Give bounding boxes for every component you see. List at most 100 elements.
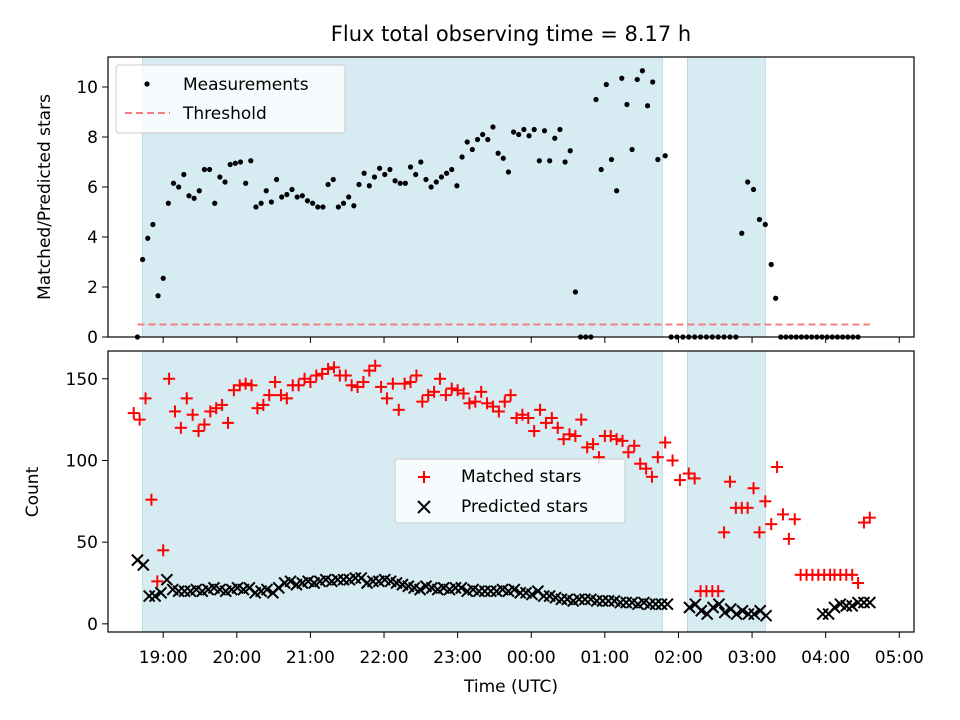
top-ylabel: Matched/Predicted stars [35, 94, 55, 300]
matched-star-point [759, 495, 772, 508]
measurement-point [762, 221, 768, 228]
predicted-star-stroke-b [561, 593, 574, 606]
matched-star-point [659, 436, 672, 449]
predicted-star-point [337, 573, 350, 586]
predicted-star-stroke-b [748, 607, 761, 621]
measurement-point [330, 176, 336, 183]
measurement-point [413, 171, 419, 178]
measurement-point [150, 221, 156, 228]
matched-star-point [587, 438, 600, 451]
measurement-point [495, 150, 501, 156]
y-tick-label: 50 [76, 533, 98, 553]
measurement-point [346, 194, 352, 200]
predicted-star-stroke-b [496, 583, 509, 596]
measurement-point [459, 154, 465, 160]
matched-star-point [439, 389, 452, 402]
measurement-point [423, 176, 429, 183]
y-tick-label: 10 [76, 78, 98, 98]
predicted-star-point [413, 583, 427, 596]
predicted-star-point [614, 596, 627, 609]
predicted-star-stroke-b [154, 586, 168, 599]
predicted-star-stroke-b [816, 607, 829, 621]
observing-window-span [686, 56, 766, 338]
measurement-point [510, 129, 517, 135]
measurement-point [181, 171, 187, 178]
matched-star-point [398, 377, 411, 390]
y-tick-label: 0 [87, 328, 98, 348]
predicted-star-stroke-b [337, 573, 350, 586]
measurement-point [397, 180, 403, 186]
measurement-point [258, 200, 264, 206]
predicted-star-stroke-b [213, 583, 227, 596]
matched-star-point [145, 493, 158, 506]
y-tick-label: 0 [87, 615, 98, 635]
predicted-star-stroke-b [513, 586, 527, 599]
predicted-star-stroke-b [742, 607, 755, 621]
predicted-star-stroke-b [390, 576, 403, 590]
predicted-star-point [137, 558, 150, 572]
top-y-ticks: 0 2 4 6 8 10 [76, 78, 108, 348]
predicted-star-stroke-b [543, 589, 556, 603]
x-tick-label: 20:00 [212, 648, 261, 668]
measurement-point [315, 204, 321, 210]
measurement-point [170, 180, 177, 186]
y-tick-label: 6 [87, 178, 98, 198]
predicted-star-point [596, 594, 609, 608]
predicted-star-stroke-b [655, 598, 668, 611]
top-legend: Measurements Threshold [115, 64, 346, 134]
predicted-star-stroke-b [857, 596, 871, 609]
matched-star-point [310, 369, 323, 382]
y-tick-label: 8 [87, 128, 98, 148]
predicted-star-point [555, 593, 568, 606]
measurement-point [227, 161, 233, 168]
matched-star-point [782, 532, 795, 545]
measurement-point [480, 131, 486, 138]
predicted-star-point [537, 589, 550, 603]
legend-predicted-label: Predicted stars [461, 497, 588, 517]
predicted-star-stroke-b [614, 596, 627, 609]
legend-threshold-label: Threshold [182, 104, 267, 124]
matched-star-point [475, 385, 488, 398]
predicted-star-point [178, 584, 191, 598]
predicted-star-point [508, 583, 521, 596]
chart-title: Flux total observing time = 8.17 h [331, 22, 691, 46]
predicted-star-stroke-b [759, 609, 773, 622]
measurement-point [644, 103, 651, 109]
predicted-star-point [695, 604, 708, 617]
legend-matched-label: Matched stars [461, 467, 581, 487]
measurement-point [310, 200, 316, 206]
predicted-star-stroke-b [584, 593, 598, 606]
matched-star-point [151, 575, 164, 588]
matched-star-point [174, 421, 187, 434]
matched-star-point [127, 407, 140, 420]
measurement-point [263, 188, 269, 194]
bottom-legend-box [394, 458, 626, 524]
matched-star-point [788, 513, 801, 526]
predicted-star-stroke-b [643, 598, 656, 611]
matched-star-point [673, 474, 686, 487]
measurement-point [768, 261, 774, 268]
matched-star-point [645, 470, 658, 483]
matched-star-point [410, 369, 423, 382]
predicted-star-stroke-b [519, 586, 533, 599]
matched-star-point [610, 433, 623, 446]
measurement-point [552, 135, 558, 141]
predicted-star-stroke-b [143, 589, 156, 603]
predicted-star-point [578, 593, 592, 606]
predicted-star-stroke-b [302, 575, 315, 588]
measurement-point [500, 155, 506, 161]
measurement-point [443, 170, 450, 176]
matched-star-point [688, 472, 701, 485]
measurement-point [279, 194, 285, 200]
matched-star-point [257, 398, 270, 411]
measurement-point [418, 159, 424, 165]
matched-star-point [280, 392, 293, 405]
measurement-point [160, 275, 166, 281]
measurement-point [340, 200, 347, 206]
matched-star-point [463, 397, 476, 410]
x-tick-label: 03:00 [728, 648, 777, 668]
measurement-point [325, 181, 331, 188]
measurement-point [454, 183, 460, 189]
measurement-point [624, 101, 630, 108]
predicted-star-point [718, 606, 732, 619]
